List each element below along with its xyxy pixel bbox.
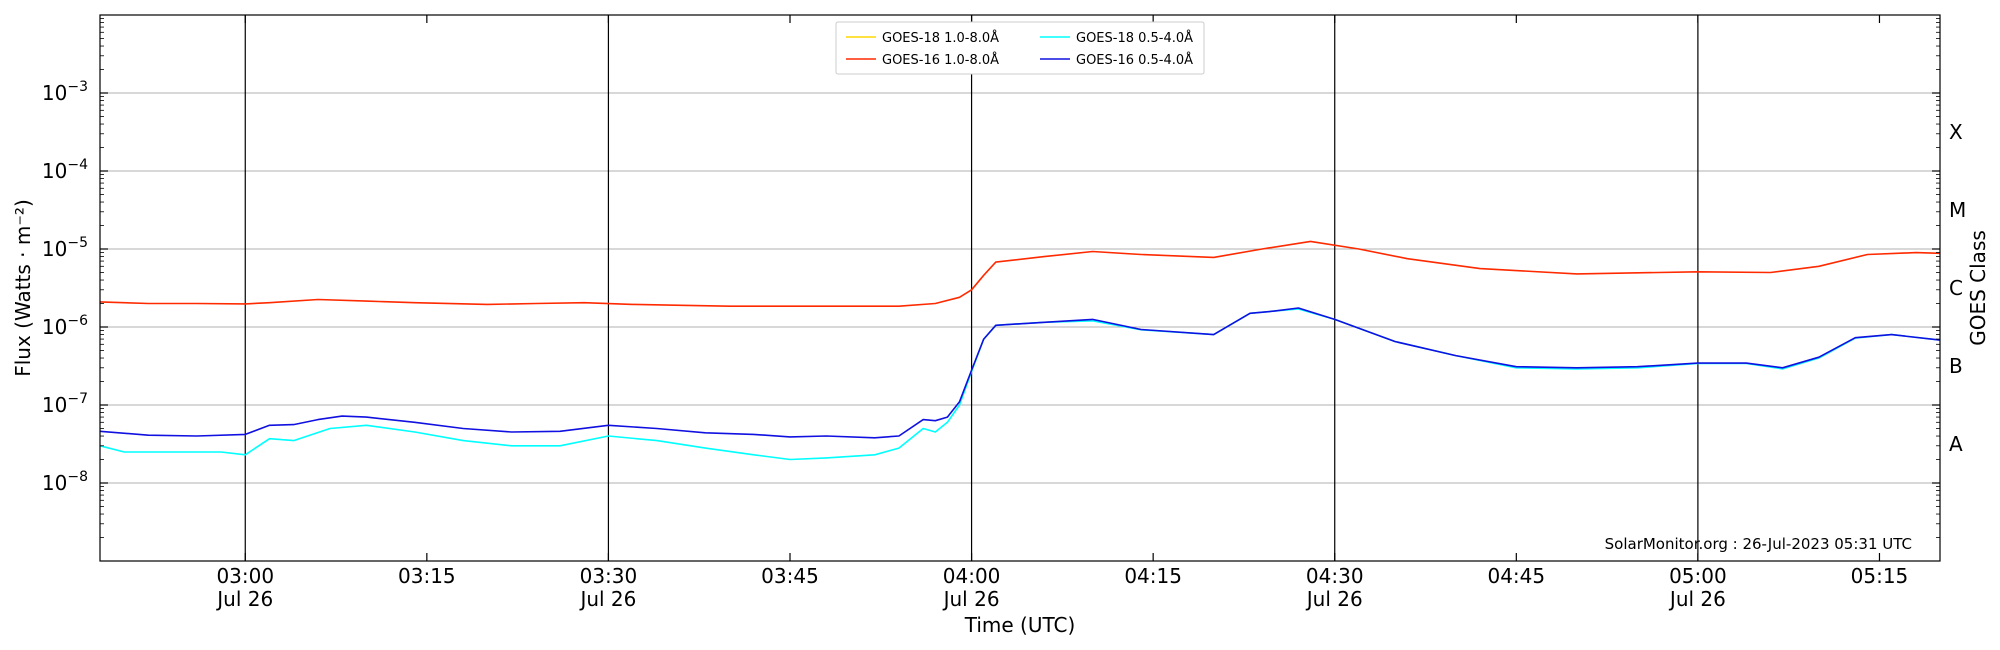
goes-class-label: X [1949,120,1963,144]
legend: GOES-18 1.0-8.0Å GOES-16 1.0-8.0Å GOES-18 … [835,21,1205,75]
x-tick-label: 03:30 [580,564,638,588]
x-tick-date-label: Jul 26 [578,587,636,611]
x-tick-label: 04:30 [1306,564,1364,588]
series-lines [99,240,1941,461]
legend-label: GOES-18 1.0-8.0Å [882,30,999,46]
y-tick-label: 10−8 [42,469,88,495]
x-tick-date-label: Jul 26 [1668,587,1726,611]
legend-label: GOES-16 1.0-8.0Å [882,52,999,68]
legend-box [835,21,1205,75]
y-tick-label: 10−3 [42,79,88,105]
x-tick-label: 03:00 [216,564,274,588]
legend-label: GOES-16 0.5-4.0Å [1076,52,1193,68]
x-tick-label: 04:15 [1124,564,1182,588]
x-tick-label: 05:15 [1851,564,1909,588]
credit-text: SolarMonitor.org : 26-Jul-2023 05:31 UTC [1605,535,1912,553]
goes-class-label: M [1949,198,1966,222]
x-tick-label: 05:00 [1669,564,1727,588]
x-tick-label: 04:45 [1487,564,1545,588]
x-tick-date-label: Jul 26 [1305,587,1363,611]
y-tick-label: 10−6 [42,313,88,339]
y-axis-label: Flux (Watts · m⁻²) [11,199,35,377]
x-tick-label: 03:15 [398,564,456,588]
plot-frame [99,14,1941,562]
x-axis-label: Time (UTC) [964,613,1076,637]
goes-class-axis-label: GOES Class [1966,230,1990,346]
series-line [99,308,1941,461]
x-tick-label: 03:45 [761,564,819,588]
goes-class-label: B [1949,354,1963,378]
goes-class-label: A [1949,432,1963,456]
legend-label: GOES-18 0.5-4.0Å [1076,30,1193,46]
y-tick-label: 10−7 [42,391,88,417]
x-tick-date-label: Jul 26 [215,587,273,611]
x-tick-label: 04:00 [943,564,1001,588]
grid-lines [100,15,1940,561]
x-tick-date-label: Jul 26 [942,587,1000,611]
goes-class-label: C [1949,276,1963,300]
y-tick-label: 10−4 [42,157,88,183]
series-line [99,307,1941,439]
series-line [99,240,1941,308]
y-tick-label: 10−5 [42,235,88,261]
